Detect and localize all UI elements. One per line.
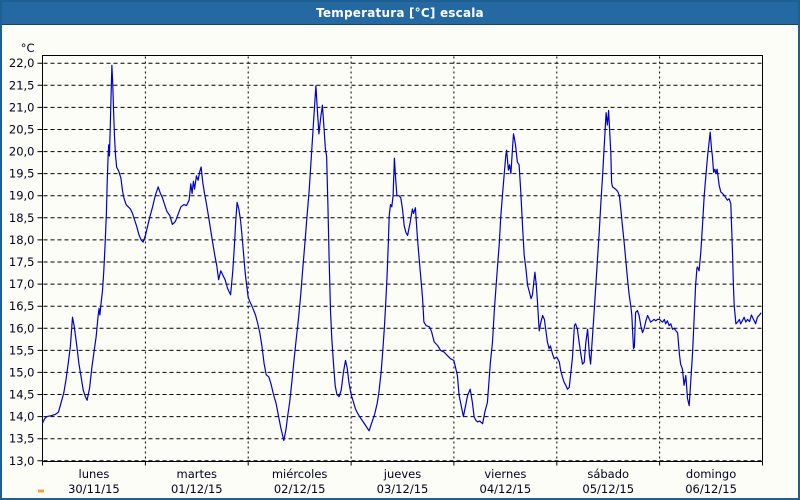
plot-area-border xyxy=(42,55,763,462)
y-tick-label: 16,0 xyxy=(9,321,35,335)
axis-ticks xyxy=(37,62,763,466)
x-date-label: 30/11/15 xyxy=(68,482,120,496)
x-day-label: miércoles xyxy=(272,467,328,481)
x-date-label: 04/12/15 xyxy=(480,482,532,496)
x-day-label: sábado xyxy=(587,467,629,481)
y-tick-label: 20,0 xyxy=(9,145,35,159)
x-day-label: domingo xyxy=(686,467,736,481)
x-date-label: 05/12/15 xyxy=(582,482,634,496)
y-tick-label: 13,5 xyxy=(9,432,35,446)
y-tick-label: 14,0 xyxy=(9,410,35,424)
y-tick-label: 15,0 xyxy=(9,365,35,379)
vertical-gridlines xyxy=(144,56,661,461)
y-tick-label: 16,5 xyxy=(9,299,35,313)
x-date-label: 02/12/15 xyxy=(274,482,326,496)
y-tick-label: 19,0 xyxy=(9,189,35,203)
y-tick-label: 19,5 xyxy=(9,167,35,181)
x-date-label: 06/12/15 xyxy=(685,482,737,496)
y-tick-label: 20,5 xyxy=(9,122,35,136)
bottom-left-corner-marker xyxy=(38,489,44,493)
y-tick-label: 22,0 xyxy=(9,56,35,70)
chart-title: Temperatura [°C] escala xyxy=(316,6,484,20)
y-tick-label: 21,0 xyxy=(9,100,35,114)
y-tick-label: 15,5 xyxy=(9,343,35,357)
x-date-label: 01/12/15 xyxy=(171,482,223,496)
y-tick-label: 13,0 xyxy=(9,454,35,468)
y-tick-label: 21,5 xyxy=(9,78,35,92)
title-bar: Temperatura [°C] escala xyxy=(2,2,798,25)
x-day-label: jueves xyxy=(383,467,421,481)
x-day-label: lunes xyxy=(79,467,110,481)
x-day-label: martes xyxy=(177,467,218,481)
y-tick-label: 17,5 xyxy=(9,255,35,269)
x-day-label: viernes xyxy=(484,467,526,481)
y-tick-label: 14,5 xyxy=(9,388,35,402)
y-axis-unit-label: °C xyxy=(21,41,35,55)
temperature-line xyxy=(41,64,762,442)
y-tick-label: 18,0 xyxy=(9,233,35,247)
y-tick-label: 17,0 xyxy=(9,277,35,291)
horizontal-gridlines xyxy=(43,62,762,462)
x-date-label: 03/12/15 xyxy=(377,482,429,496)
y-tick-label: 18,5 xyxy=(9,211,35,225)
